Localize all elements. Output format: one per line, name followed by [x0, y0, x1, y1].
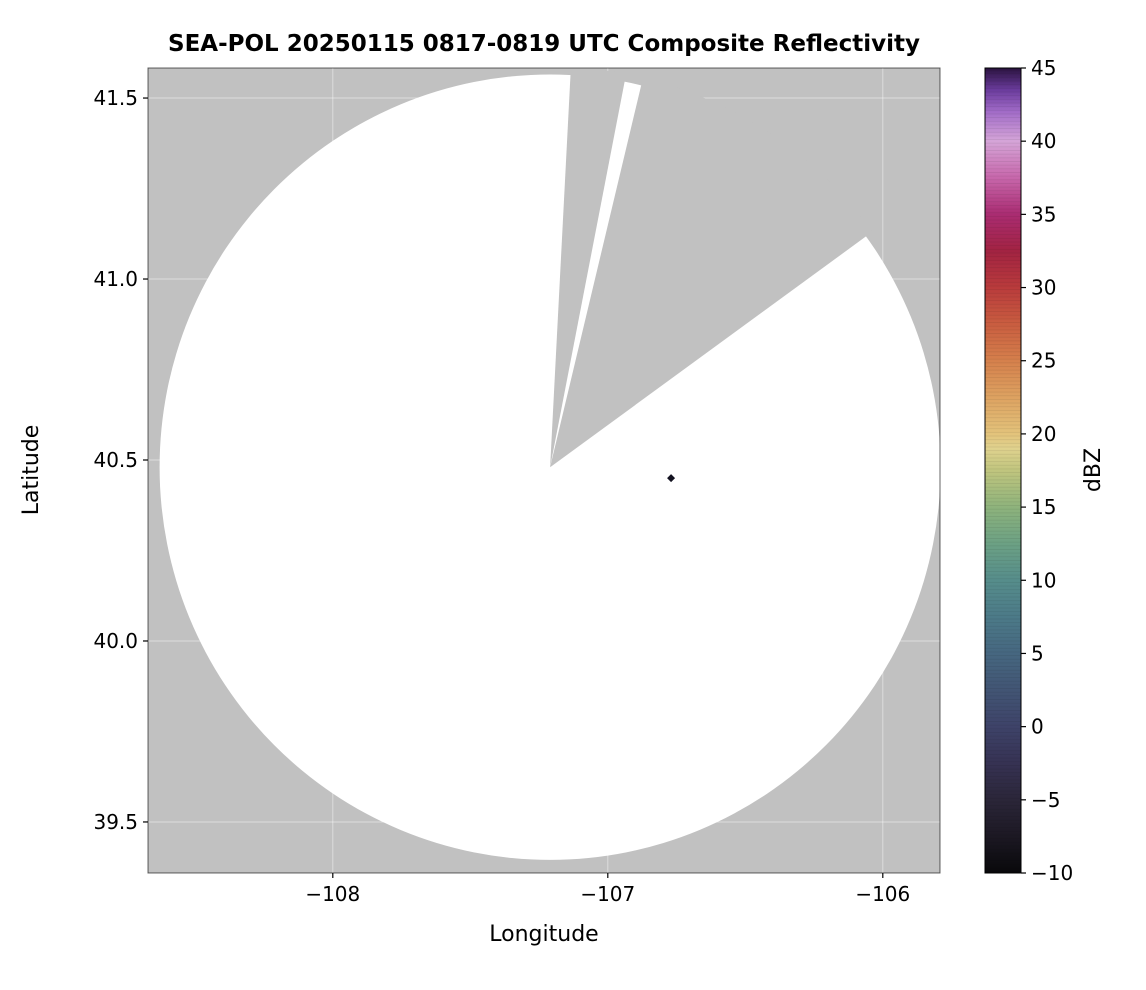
blocked-sector: [550, 68, 627, 468]
colorbar-tick-label: 15: [1031, 495, 1056, 519]
blocked-sector: [550, 77, 873, 468]
chart-title: SEA-POL 20250115 0817-0819 UTC Composite…: [168, 31, 920, 57]
y-axis-label: Latitude: [19, 425, 44, 516]
colorbar-steps-overlay: [985, 68, 1021, 873]
colorbar-tick-label: 35: [1031, 202, 1056, 226]
colorbar-tick-label: −5: [1031, 788, 1060, 812]
colorbar-tick-label: 0: [1031, 715, 1044, 739]
colorbar-tick-label: 10: [1031, 568, 1056, 592]
y-tick-label: 41.0: [93, 267, 138, 291]
y-tick-label: 41.5: [93, 86, 138, 110]
colorbar-frame: [984, 67, 1022, 874]
colorbar-tick-label: 40: [1031, 129, 1056, 153]
colorbar-tick-label: 30: [1031, 276, 1056, 300]
echo-point: [667, 474, 676, 483]
colorbar-tick-label: −10: [1031, 861, 1073, 885]
colorbar-tick-label: 45: [1031, 56, 1056, 80]
y-tick-label: 40.5: [93, 448, 138, 472]
x-tick-label: −107: [580, 882, 635, 906]
colorbar-label: dBZ: [1081, 448, 1106, 492]
x-tick-label: −106: [855, 882, 910, 906]
colorbar-tick-label: 5: [1031, 641, 1044, 665]
colorbar-tick-label: 25: [1031, 349, 1056, 373]
y-tick-label: 40.0: [93, 629, 138, 653]
y-tick-label: 39.5: [93, 810, 138, 834]
colorbar-tick-label: 20: [1031, 422, 1056, 446]
x-axis-label: Longitude: [489, 922, 598, 947]
x-tick-label: −108: [305, 882, 360, 906]
plot-frame: [147, 67, 941, 874]
